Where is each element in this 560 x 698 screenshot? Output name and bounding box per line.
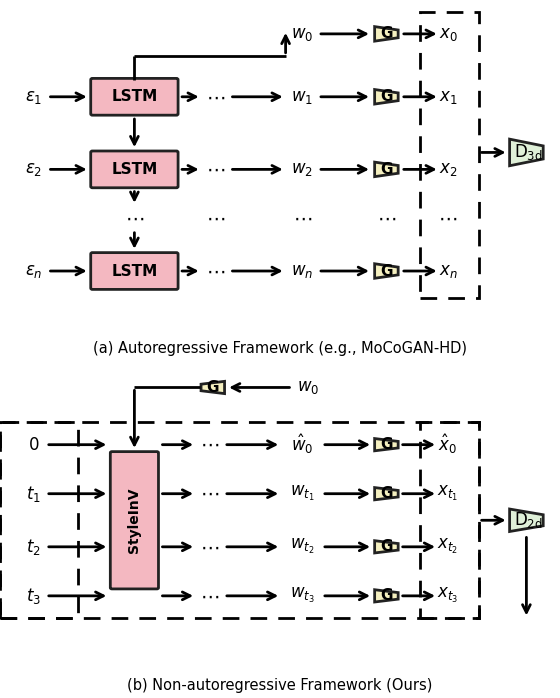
Polygon shape	[375, 27, 398, 41]
Text: $w_{t_2}$: $w_{t_2}$	[290, 537, 315, 556]
Text: G: G	[380, 437, 393, 452]
Text: G: G	[380, 487, 393, 501]
Text: $w_{t_1}$: $w_{t_1}$	[290, 484, 315, 503]
FancyBboxPatch shape	[110, 452, 158, 589]
Text: $\hat{w}_0$: $\hat{w}_0$	[291, 433, 314, 456]
Polygon shape	[375, 162, 398, 177]
Text: LSTM: LSTM	[111, 89, 157, 104]
Text: G: G	[380, 588, 393, 603]
Text: $\cdots$: $\cdots$	[200, 484, 220, 503]
Text: (a) Autoregressive Framework (e.g., MoCoGAN-HD): (a) Autoregressive Framework (e.g., MoCo…	[93, 341, 467, 356]
Text: $\cdots$: $\cdots$	[206, 208, 225, 228]
Text: $x_2$: $x_2$	[438, 161, 458, 179]
Polygon shape	[375, 488, 398, 500]
Polygon shape	[510, 509, 543, 531]
Text: $t_1$: $t_1$	[26, 484, 41, 504]
FancyBboxPatch shape	[91, 78, 178, 115]
Text: G: G	[380, 540, 393, 554]
Text: $x_{t_2}$: $x_{t_2}$	[437, 537, 459, 556]
Text: $\mathrm{D_{2d}}$: $\mathrm{D_{2d}}$	[514, 510, 543, 530]
Text: $x_1$: $x_1$	[438, 88, 458, 106]
Text: $\varepsilon_2$: $\varepsilon_2$	[25, 161, 42, 179]
Bar	[0, 422, 78, 618]
Text: G: G	[380, 89, 393, 104]
Text: $w_1$: $w_1$	[291, 88, 314, 106]
Bar	[0, 422, 479, 618]
Bar	[420, 12, 479, 297]
Text: StyleInV: StyleInV	[128, 487, 141, 553]
FancyBboxPatch shape	[91, 151, 178, 188]
Text: $\cdots$: $\cdots$	[206, 87, 225, 106]
Text: (b) Non-autoregressive Framework (Ours): (b) Non-autoregressive Framework (Ours)	[127, 678, 433, 693]
Text: G: G	[207, 380, 219, 395]
Text: $\cdots$: $\cdots$	[200, 537, 220, 556]
Text: $0$: $0$	[28, 436, 39, 454]
Text: $\hat{x}_0$: $\hat{x}_0$	[438, 433, 458, 456]
Text: $\cdots$: $\cdots$	[438, 208, 458, 228]
Text: $\cdots$: $\cdots$	[293, 208, 312, 228]
Text: $w_0$: $w_0$	[297, 378, 319, 396]
Text: $\varepsilon_1$: $\varepsilon_1$	[25, 88, 43, 106]
Polygon shape	[375, 89, 398, 104]
Text: $t_2$: $t_2$	[26, 537, 41, 557]
Polygon shape	[375, 590, 398, 602]
FancyBboxPatch shape	[91, 253, 178, 290]
Polygon shape	[375, 541, 398, 553]
Text: $t_3$: $t_3$	[26, 586, 41, 606]
Polygon shape	[375, 264, 398, 279]
Text: $\cdots$: $\cdots$	[125, 208, 144, 228]
Text: $x_0$: $x_0$	[438, 25, 458, 43]
Text: LSTM: LSTM	[111, 162, 157, 177]
Polygon shape	[375, 438, 398, 451]
Text: $\cdots$: $\cdots$	[200, 586, 220, 605]
Text: $x_n$: $x_n$	[438, 262, 458, 280]
Text: $w_n$: $w_n$	[291, 262, 314, 280]
Text: $w_0$: $w_0$	[291, 25, 314, 43]
Text: $\cdots$: $\cdots$	[206, 262, 225, 281]
Text: $\varepsilon_n$: $\varepsilon_n$	[25, 262, 43, 280]
Bar	[420, 422, 479, 618]
Text: G: G	[380, 162, 393, 177]
Text: $\cdots$: $\cdots$	[377, 208, 396, 228]
Text: $w_2$: $w_2$	[291, 161, 314, 179]
Polygon shape	[510, 139, 543, 165]
Text: G: G	[380, 27, 393, 41]
Polygon shape	[201, 381, 225, 394]
Text: $\cdots$: $\cdots$	[200, 435, 220, 454]
Text: $\mathrm{D_{3d}}$: $\mathrm{D_{3d}}$	[514, 142, 543, 163]
Text: $w_{t_3}$: $w_{t_3}$	[290, 586, 315, 605]
Text: $x_{t_1}$: $x_{t_1}$	[437, 484, 459, 503]
Text: LSTM: LSTM	[111, 264, 157, 279]
Text: G: G	[380, 264, 393, 279]
Text: $\cdots$: $\cdots$	[206, 160, 225, 179]
Text: $x_{t_3}$: $x_{t_3}$	[437, 586, 459, 605]
